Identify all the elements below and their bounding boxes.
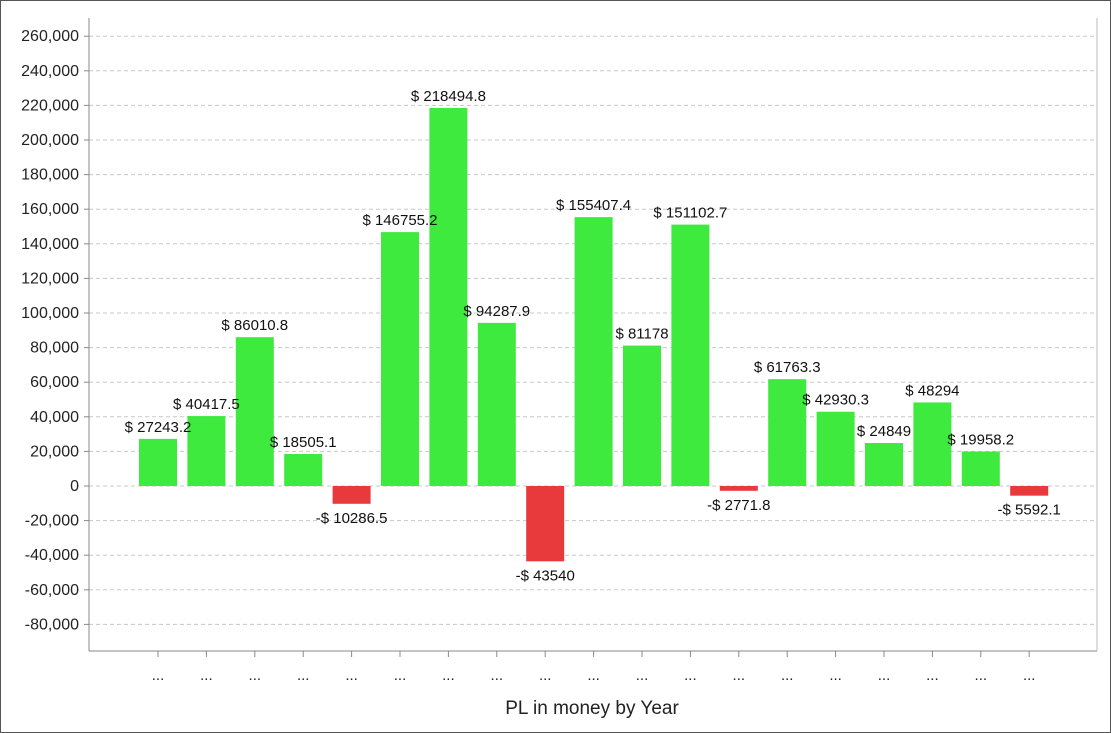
bar	[526, 486, 565, 562]
x-tick-label: ...	[539, 667, 552, 684]
data-label: $ 18505.1	[270, 434, 337, 451]
x-tick-label: ...	[297, 667, 310, 684]
y-tick-label: 180,000	[21, 167, 79, 184]
x-tick-label: ...	[684, 667, 697, 684]
x-tick-label: ...	[636, 667, 649, 684]
y-tick-label: 160,000	[21, 201, 79, 218]
x-tick-label: ...	[733, 667, 746, 684]
x-axis-ticks: ........................................…	[152, 651, 1036, 684]
bar	[381, 232, 419, 486]
bar	[574, 217, 613, 486]
y-tick-label: -20,000	[25, 513, 79, 530]
data-label: $ 218494.8	[411, 88, 486, 105]
x-tick-label: ...	[442, 667, 455, 684]
data-label: $ 24849	[857, 423, 911, 440]
x-tick-label: ...	[200, 667, 213, 684]
bar	[139, 438, 177, 486]
data-label: $ 155407.4	[556, 197, 631, 214]
y-tick-label: 140,000	[21, 236, 79, 253]
y-tick-label: -80,000	[25, 616, 79, 633]
x-tick-label: ...	[781, 667, 794, 684]
y-tick-label: 240,000	[21, 63, 79, 80]
bar	[719, 486, 758, 491]
data-label: -$ 5592.1	[998, 502, 1061, 519]
data-labels: $ 27243.2 $ 40417.5 $ 86010.8 $ 18505.1 -$ 1…	[125, 88, 1061, 584]
data-label: -$ 2771.8	[707, 497, 770, 514]
x-tick-label: ...	[345, 667, 358, 684]
y-tick-label: 100,000	[21, 305, 79, 322]
data-label: -$ 10286.5	[316, 510, 388, 527]
bar	[768, 379, 807, 486]
data-label: $ 27243.2	[125, 419, 192, 436]
y-tick-label: 220,000	[21, 97, 79, 114]
x-tick-label: ...	[829, 667, 842, 684]
data-label: $ 94287.9	[463, 303, 530, 320]
bar	[623, 345, 661, 486]
bar	[332, 486, 371, 504]
y-tick-label: 120,000	[21, 270, 79, 287]
y-tick-label: -40,000	[25, 547, 79, 564]
bar	[235, 337, 274, 486]
data-label: $ 151102.7	[653, 205, 727, 222]
x-tick-label: ...	[587, 667, 600, 684]
plot-border	[88, 18, 1098, 652]
y-tick-label: 0	[70, 478, 79, 495]
y-axis-ticks: -80,000 -60,000 -40,000 -20,000 0 20,000 40,00…	[21, 28, 89, 633]
x-tick-label: ...	[1023, 667, 1036, 684]
bar	[865, 443, 903, 486]
bar	[913, 402, 952, 486]
bar	[477, 322, 516, 486]
x-tick-label: ...	[394, 667, 407, 684]
x-tick-label: ...	[975, 667, 988, 684]
bar	[816, 411, 855, 486]
data-label: $ 40417.5	[173, 396, 240, 413]
data-label: $ 61763.3	[754, 359, 821, 376]
data-label: $ 42930.3	[802, 392, 869, 409]
x-tick-label: ...	[878, 667, 891, 684]
bar	[429, 108, 468, 486]
y-tick-label: 80,000	[30, 340, 79, 357]
bar	[671, 224, 710, 486]
bar	[284, 453, 323, 486]
bar	[961, 451, 1000, 486]
x-tick-label: ...	[249, 667, 262, 684]
y-tick-label: 260,000	[21, 28, 79, 45]
data-label: $ 86010.8	[221, 317, 288, 334]
y-tick-label: 200,000	[21, 132, 79, 149]
bar	[187, 416, 226, 486]
data-label: -$ 43540	[516, 567, 575, 584]
x-tick-label: ...	[491, 667, 504, 684]
x-tick-label: ...	[152, 667, 165, 684]
data-label: $ 81178	[615, 326, 668, 343]
data-label: $ 146755.2	[362, 212, 437, 229]
data-label: $ 48294	[905, 382, 959, 399]
bar	[1010, 486, 1049, 496]
y-tick-label: 20,000	[30, 443, 79, 460]
y-tick-label: -60,000	[25, 582, 79, 599]
data-label: $ 19958.2	[947, 431, 1014, 448]
y-tick-label: 60,000	[30, 374, 79, 391]
x-tick-label: ...	[926, 667, 939, 684]
y-tick-label: 40,000	[30, 409, 79, 426]
x-axis-title: PL in money by Year	[505, 698, 679, 719]
bars	[139, 108, 1049, 562]
